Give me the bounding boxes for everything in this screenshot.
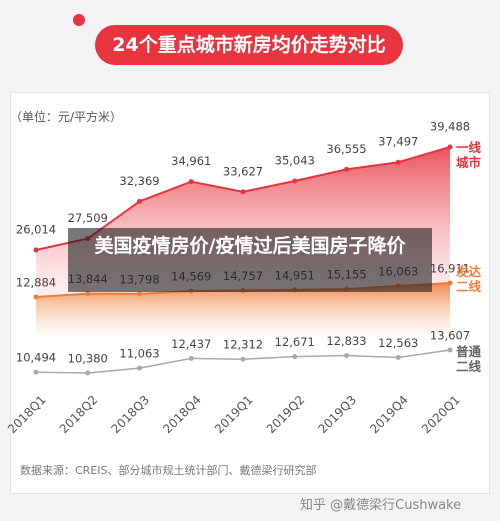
point: [137, 291, 142, 297]
point: [344, 166, 349, 172]
unit-label: （单位：元/平方米）: [10, 110, 123, 124]
point: [395, 159, 401, 165]
banner-dot: [73, 14, 85, 26]
x-tick-label: 2020Q1: [419, 393, 463, 437]
point: [85, 291, 91, 297]
value-label: 26,014: [16, 223, 56, 237]
point: [188, 355, 194, 361]
legend-label: 普通二线: [456, 344, 482, 374]
point: [33, 369, 39, 375]
point: [240, 356, 246, 362]
source: 数据来源：CREIS、部分城市规土统计部门、戴德梁行研究部: [20, 464, 317, 477]
value-label: 33,627: [223, 164, 263, 178]
x-tick-label: 2018Q2: [57, 393, 101, 437]
overlay-box: [68, 228, 432, 292]
value-label: 36,555: [326, 142, 366, 156]
value-label: 34,961: [171, 154, 211, 168]
value-label: 27,509: [68, 211, 108, 225]
point: [292, 354, 298, 360]
value-label: 12,563: [378, 336, 418, 350]
point: [344, 353, 349, 359]
x-tick-label: 2018Q1: [5, 393, 49, 437]
x-tick-label: 2018Q3: [109, 393, 153, 437]
point: [188, 179, 194, 185]
legend-label: 发达二线: [456, 264, 482, 294]
point: [33, 247, 39, 253]
overlay-caption: 美国疫情房价/疫情过后美国房子降价: [94, 235, 406, 257]
x-tick-label: 2018Q4: [160, 393, 204, 437]
x-tick-label: 2019Q3: [316, 393, 360, 437]
value-label: 12,437: [171, 337, 211, 351]
value-label: 12,312: [223, 338, 263, 352]
point: [292, 178, 298, 184]
point: [447, 347, 453, 353]
point: [240, 189, 246, 195]
x-tick-label: 2019Q4: [367, 393, 411, 437]
title-banner: [95, 25, 403, 65]
value-label: 13,607: [430, 329, 470, 343]
value-label: 11,063: [119, 347, 159, 361]
x-tick-label: 2019Q1: [212, 393, 256, 437]
chart-title: 24个重点城市新房均价走势对比: [112, 34, 386, 56]
value-label: 16,911: [430, 262, 470, 276]
point: [137, 198, 142, 204]
value-label: 12,671: [275, 335, 315, 349]
value-label: 10,380: [68, 352, 108, 366]
x-tick-label: 2019Q2: [264, 393, 308, 437]
value-label: 10,494: [16, 351, 56, 365]
value-label: 32,369: [119, 174, 159, 188]
point: [447, 144, 453, 150]
point: [85, 370, 91, 376]
point: [137, 365, 142, 371]
watermark: 知乎 @戴德梁行Cushwake: [300, 498, 462, 513]
value-label: 12,833: [326, 334, 366, 348]
value-label: 35,043: [275, 153, 315, 167]
point: [447, 280, 453, 286]
point: [33, 294, 39, 300]
value-label: 12,884: [16, 276, 56, 290]
legend-label: 一线城市: [456, 140, 482, 170]
value-label: 37,497: [378, 135, 418, 149]
point: [395, 354, 401, 360]
value-label: 39,488: [430, 120, 470, 134]
